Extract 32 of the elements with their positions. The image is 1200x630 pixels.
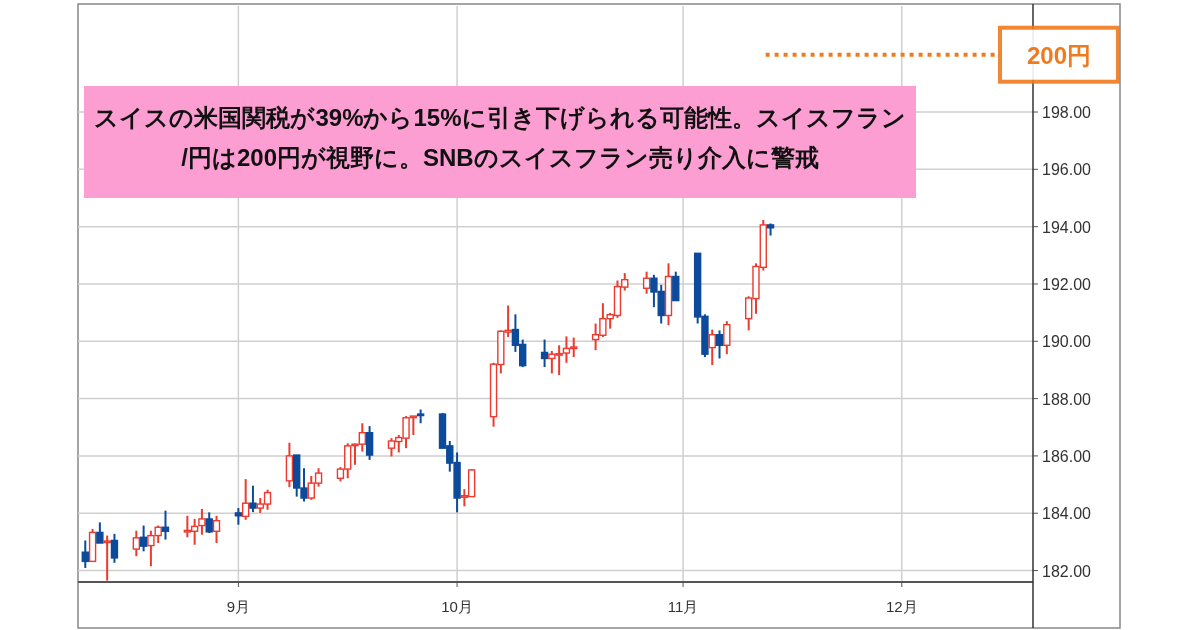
y-tick-label: 194.00 <box>1042 218 1092 236</box>
y-tick-label: 184.00 <box>1042 505 1092 523</box>
candlestick <box>161 509 170 541</box>
candlestick <box>81 539 89 569</box>
y-tick-label: 192.00 <box>1042 275 1092 293</box>
x-tick-label: 10月 <box>441 598 473 615</box>
candlestick <box>96 521 104 545</box>
candlestick <box>540 338 549 369</box>
candlestick <box>103 534 111 582</box>
candlestick <box>132 529 141 558</box>
candlestick <box>110 532 119 564</box>
candlestick <box>139 524 148 553</box>
x-tick-label: 9月 <box>226 598 251 615</box>
y-tick-label: 182.00 <box>1042 562 1092 580</box>
candlestick <box>723 320 731 356</box>
y-tick-label: 188.00 <box>1042 390 1092 408</box>
candlestick <box>249 484 257 514</box>
y-tick-label: 196.00 <box>1042 161 1092 179</box>
candlestick <box>198 507 206 536</box>
x-tick-label: 12月 <box>885 598 918 615</box>
candlestick <box>708 328 716 367</box>
ref-line-label: 200円 <box>1026 41 1092 69</box>
y-tick-label: 186.00 <box>1042 447 1092 465</box>
candlestick <box>642 270 651 295</box>
annotation: スイスの米国関税が39%から15%に引き下げられる可能性。スイスフラン/円は200円が視野に。SNBのスイスフラン売り介入に警戒 <box>94 104 906 171</box>
y-tick-label: 190.00 <box>1042 333 1092 351</box>
candlestick <box>365 425 374 461</box>
candlestick <box>715 329 724 360</box>
candlestick <box>212 514 221 545</box>
x-tick-label: 11月 <box>667 598 699 615</box>
candlestick <box>241 478 250 521</box>
y-tick-label: 198.00 <box>1042 104 1092 122</box>
